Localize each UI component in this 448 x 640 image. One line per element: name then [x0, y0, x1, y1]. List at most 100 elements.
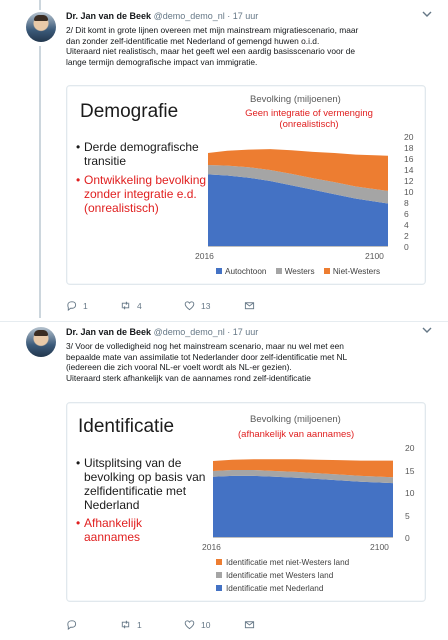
tweet-line: 2/ Dit komt in grote lijnen overeen met …	[66, 25, 359, 35]
heart-icon	[184, 301, 195, 311]
separator: ·	[227, 11, 231, 21]
y-tick-label: 0	[405, 533, 410, 543]
like-count: 10	[201, 619, 211, 630]
tweet-line: 3/ Voor de volledigheid nog het mainstre…	[66, 341, 344, 351]
slide-title: Demografie	[80, 101, 179, 122]
tweet-text: 2/ Dit komt in grote lijnen overeen met …	[66, 25, 426, 67]
area-series-3	[208, 149, 388, 191]
y-tick-label: 10	[405, 488, 415, 498]
y-tick-label: 5	[405, 510, 410, 521]
bullet-black: Derde demografische transitie	[76, 140, 208, 168]
reply-button[interactable]	[66, 619, 83, 630]
timestamp[interactable]: 17 uur	[232, 11, 259, 21]
slide: Identificatie Uitsplitsing van de bevolk…	[68, 404, 424, 600]
tweet-line: (iedereen die zich vooral NL-er voelt wo…	[66, 362, 292, 373]
reply-icon	[67, 301, 77, 311]
area-series-3	[213, 459, 393, 478]
y-tick-label: 18	[404, 143, 414, 153]
retweet-count: 4	[137, 300, 142, 311]
retweet-button[interactable]: 1	[120, 619, 142, 630]
legend-label: Autochtoon	[225, 267, 267, 276]
y-tick-label: 15	[405, 465, 415, 476]
like-count: 13	[201, 300, 211, 311]
tweet-line: lange termijn demografische impact van i…	[66, 56, 258, 67]
legend-label: Westers	[284, 267, 315, 276]
legend-label: Niet-Westers	[332, 267, 381, 276]
author-name[interactable]: Dr. Jan van de Beek	[66, 327, 152, 337]
like-button[interactable]: 10	[184, 619, 210, 630]
chevron-down-icon[interactable]	[422, 326, 432, 336]
reply-count: 1	[83, 300, 88, 311]
chart-title: Bevolking (miljoenen)	[250, 94, 341, 105]
tweet-2[interactable]: Dr. Jan van de Beek @demo_demo_nl · 17 u…	[0, 322, 448, 640]
tweet-line: dan zonder zelf-identificatie met Nederl…	[66, 35, 320, 46]
chevron-down-icon[interactable]	[422, 10, 432, 20]
y-tick-label: 12	[404, 176, 414, 186]
author-name[interactable]: Dr. Jan van de Beek	[66, 11, 152, 21]
author-handle[interactable]: @demo_demo_nl	[153, 327, 225, 337]
x-tick-label: 2016	[195, 251, 214, 261]
y-tick-label: 14	[404, 165, 414, 175]
reply-button[interactable]: 1	[66, 300, 88, 311]
chart-legend: Autochtoon Westers Niet-Westers	[216, 267, 387, 276]
tweet-text: 3/ Voor de volledigheid nog het mainstre…	[66, 341, 426, 383]
x-tick-label: 2100	[365, 251, 384, 261]
retweet-button[interactable]: 4	[120, 300, 142, 311]
slide: Demografie Derde demografische transitie…	[68, 87, 424, 283]
tweet-1[interactable]: Dr. Jan van de Beek @demo_demo_nl · 17 u…	[0, 0, 448, 320]
slide-bullets: Derde demografische transitie Ontwikkeli…	[76, 140, 208, 215]
retweet-icon	[121, 301, 130, 310]
legend-item: Identificatie met Nederland	[216, 582, 349, 595]
legend-item: Niet-Westers	[323, 267, 381, 276]
chart-title: Bevolking (miljoenen)	[250, 414, 341, 425]
y-tick-label: 0	[404, 242, 409, 252]
heart-icon	[184, 620, 195, 630]
legend-item: Autochtoon	[216, 267, 266, 276]
tweet-line: Uiteraard sterk afhankelijk van de aanna…	[66, 372, 311, 383]
y-tick-label: 2	[404, 231, 409, 241]
area-series-1	[208, 174, 388, 247]
message-button[interactable]	[244, 300, 255, 311]
reply-icon	[67, 620, 77, 630]
tweet-line: bepaalde mate van assimilatie tot Nederl…	[66, 351, 348, 362]
bullet-red: Afhankelijk aannames	[76, 516, 156, 544]
legend-item: Westers	[275, 267, 315, 276]
tweet-header: Dr. Jan van de Beek @demo_demo_nl · 17 u…	[66, 327, 258, 337]
envelope-icon	[244, 621, 255, 629]
y-tick-label: 16	[404, 154, 414, 164]
legend-label: Identificatie met niet-Westers land	[226, 558, 350, 567]
legend-label: Identificatie met Westers land	[226, 571, 334, 580]
area-series-1	[213, 475, 393, 538]
retweet-count: 1	[137, 619, 142, 630]
slide-title: Identificatie	[78, 416, 175, 437]
chart-subtitle: Geen integratie of vermenging (onrealist…	[245, 108, 373, 130]
timestamp[interactable]: 17 uur	[232, 327, 259, 337]
x-tick-label: 2100	[370, 542, 389, 552]
tweet-image[interactable]: Demografie Derde demografische transitie…	[66, 85, 426, 285]
author-handle[interactable]: @demo_demo_nl	[153, 11, 225, 21]
legend-label: Identificatie met Nederland	[226, 584, 324, 593]
y-tick-label: 4	[404, 220, 409, 230]
like-button[interactable]: 13	[184, 300, 210, 311]
y-tick-label: 10	[404, 187, 414, 197]
envelope-icon	[244, 302, 255, 310]
tweet-line: Uiteraard niet realistisch, maar het gee…	[66, 46, 356, 57]
legend-item: Identificatie met Westers land	[216, 569, 349, 582]
area-chart	[213, 459, 393, 538]
area-chart	[208, 149, 388, 247]
tweet-header: Dr. Jan van de Beek @demo_demo_nl · 17 u…	[66, 11, 258, 21]
avatar[interactable]	[26, 12, 56, 42]
tweet-image[interactable]: Identificatie Uitsplitsing van de bevolk…	[66, 402, 426, 602]
separator: ·	[227, 327, 231, 337]
avatar[interactable]	[26, 327, 56, 357]
legend-item: Identificatie met niet-Westers land	[216, 556, 349, 569]
tweet-divider	[0, 321, 448, 322]
bullet-red: Ontwikkeling bevolking zonder integratie…	[76, 173, 208, 215]
y-tick-label: 6	[404, 209, 409, 219]
y-tick-label: 8	[404, 198, 409, 208]
y-tick-label: 20	[404, 132, 414, 142]
bullet-black: Uitsplitsing van de bevolking op basis v…	[76, 456, 216, 512]
x-tick-label: 2016	[202, 542, 221, 552]
message-button[interactable]	[244, 619, 255, 630]
y-tick-label: 20	[405, 443, 415, 453]
